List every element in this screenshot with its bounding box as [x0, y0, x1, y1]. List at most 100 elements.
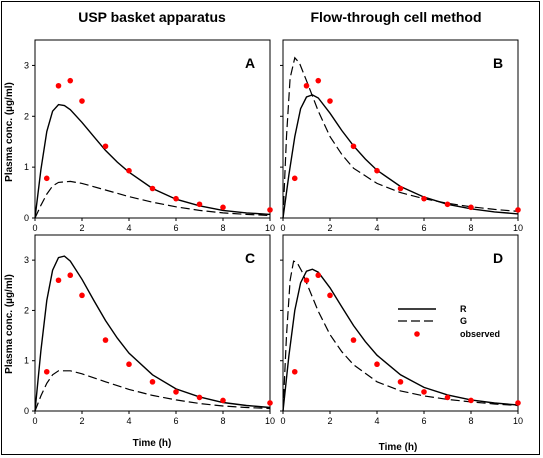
x-tick-label: 10	[265, 223, 275, 233]
observed-point	[126, 361, 132, 368]
observed-point	[350, 337, 357, 343]
x-tick-label: 6	[421, 416, 426, 426]
y-tick-label: 3	[24, 255, 29, 265]
observed-point	[515, 400, 521, 406]
x-tick-label: 10	[513, 223, 523, 233]
series-g-line	[282, 260, 519, 412]
panel-letter: D	[493, 250, 503, 266]
observed-point	[220, 204, 226, 211]
observed-point	[102, 337, 109, 343]
observed-point	[468, 204, 474, 211]
x-tick-label: 4	[374, 416, 379, 426]
observed-point	[444, 394, 451, 401]
y-axis-label-bottom: Plasma conc. (µg/ml)	[4, 274, 15, 374]
plot-area-frame	[34, 39, 271, 219]
legend-label: R	[460, 304, 467, 314]
x-tick-label: 8	[468, 416, 473, 426]
x-tick-label: 8	[468, 223, 473, 233]
panel-letter: A	[245, 55, 255, 71]
x-tick-label: 8	[220, 223, 225, 233]
plot-area-frame	[282, 234, 519, 412]
observed-point	[303, 82, 310, 89]
panel-b: 0 2 4 6 8 10 B	[280, 39, 523, 233]
observed-point	[468, 397, 474, 404]
x-tick-label: 4	[374, 223, 379, 233]
observed-point	[315, 77, 322, 84]
observed-point	[267, 400, 273, 406]
observed-point	[397, 379, 404, 385]
y-tick-label: 3	[24, 60, 29, 70]
plot-area-frame	[282, 39, 519, 219]
panel-a: 0 2 4 6 8 10 0 1 2 3 A	[24, 39, 275, 233]
x-tick-label: 0	[32, 416, 37, 426]
y-tick-label: 0	[24, 406, 29, 416]
x-axis-label-right: Time (h)	[379, 442, 418, 453]
y-tick-label: 2	[24, 111, 29, 121]
observed-point	[55, 277, 62, 284]
x-tick-label: 6	[421, 223, 426, 233]
x-tick-label: 0	[280, 416, 285, 426]
x-tick-label: 0	[280, 223, 285, 233]
series-r-line	[282, 94, 519, 219]
observed-point	[444, 201, 451, 208]
observed-point	[196, 201, 203, 208]
x-tick-label: 6	[173, 223, 178, 233]
y-axis-label-top: Plasma conc. (µg/ml)	[4, 82, 15, 182]
series-r-line	[34, 103, 271, 219]
x-tick-label: 0	[32, 223, 37, 233]
x-tick-label: 2	[327, 416, 332, 426]
observed-point	[291, 368, 298, 375]
observed-point	[79, 292, 85, 299]
col-title-left: USP basket apparatus	[78, 9, 226, 25]
x-tick-label: 2	[327, 223, 332, 233]
series-g-line	[282, 56, 519, 219]
observed-point	[327, 98, 333, 104]
panel-letter: C	[245, 250, 255, 266]
legend-label: G	[460, 316, 467, 326]
x-tick-label: 2	[79, 223, 84, 233]
observed-point	[350, 143, 357, 150]
y-tick-label: 1	[24, 356, 29, 366]
observed-point	[515, 207, 521, 213]
panel-letter: B	[493, 55, 503, 71]
series-g-line	[34, 370, 271, 412]
series-r-line	[282, 268, 519, 412]
x-tick-label: 2	[79, 416, 84, 426]
x-tick-label: 8	[220, 416, 225, 426]
panel-c: 0 2 4 6 8 10 0 1 2 3 C	[24, 234, 275, 426]
observed-point	[102, 143, 109, 150]
observed-point	[79, 98, 85, 104]
x-tick-label: 4	[126, 223, 131, 233]
observed-point	[43, 175, 50, 182]
observed-point	[67, 272, 74, 279]
series-g-line	[34, 180, 271, 219]
observed-point	[149, 379, 156, 385]
legend-label: observed	[460, 329, 500, 339]
observed-point	[149, 185, 156, 192]
observed-point	[126, 167, 132, 174]
series-r-line	[34, 255, 271, 412]
x-axis-label-left: Time (h)	[133, 438, 172, 449]
observed-point	[421, 195, 427, 202]
x-tick-label: 6	[173, 416, 178, 426]
observed-point	[67, 77, 74, 84]
panel-d: 0 2 4 6 8 10 D	[280, 234, 523, 426]
observed-point	[421, 389, 427, 395]
plot-area-frame	[34, 234, 271, 412]
x-tick-label: 4	[126, 416, 131, 426]
y-tick-label: 1	[24, 162, 29, 172]
y-tick-label: 0	[24, 213, 29, 223]
col-title-right: Flow-through cell method	[310, 9, 481, 25]
panels-group: 0 2 4 6 8 10 0 1 2 3 A 0 2 4 6 8 10 B 0 2 4 6 8 10 0 1 2 3 C 0 2 4 6 8 10 D…	[24, 39, 523, 426]
observed-point	[397, 185, 404, 192]
observed-point	[220, 397, 226, 404]
observed-point	[55, 82, 62, 89]
observed-point	[303, 277, 310, 284]
observed-point	[374, 167, 380, 174]
observed-point	[327, 292, 333, 299]
observed-point	[315, 272, 322, 279]
observed-point	[173, 389, 179, 395]
observed-point	[291, 175, 298, 182]
